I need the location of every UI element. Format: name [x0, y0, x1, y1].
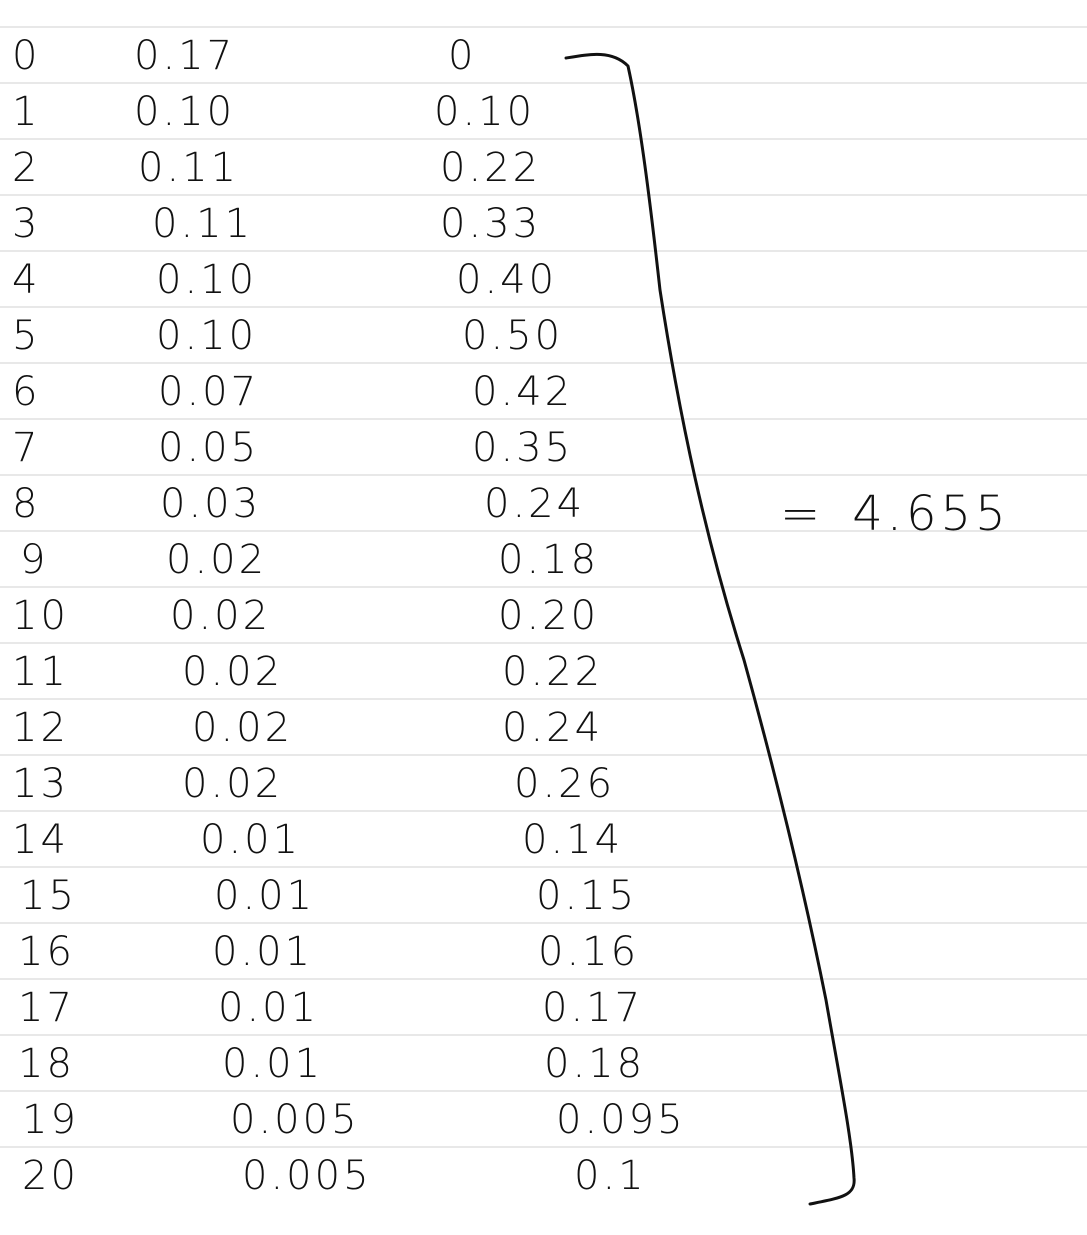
- k-value: 5: [12, 313, 41, 359]
- table-row: 16 0.01 0.16: [0, 924, 1087, 980]
- k-value: 18: [18, 1041, 75, 1087]
- k-value: 4: [12, 257, 41, 303]
- product-value: 0.16: [538, 929, 640, 975]
- product-value: 0.1: [574, 1153, 647, 1199]
- product-value: 0.22: [502, 649, 604, 695]
- sum-value: 4.655: [852, 486, 1010, 542]
- table-row: 20 0.005 0.1: [0, 1148, 1087, 1204]
- table-row: 18 0.01 0.18: [0, 1036, 1087, 1092]
- k-value: 15: [20, 873, 77, 919]
- probability-value: 0.10: [156, 313, 258, 359]
- product-value: 0.50: [462, 313, 564, 359]
- k-value: 1: [12, 89, 41, 135]
- probability-value: 0.03: [160, 481, 262, 527]
- probability-value: 0.05: [158, 425, 260, 471]
- k-value: 10: [12, 593, 69, 639]
- product-value: 0.42: [472, 369, 574, 415]
- probability-value: 0.01: [222, 1041, 324, 1087]
- product-value: 0.15: [536, 873, 638, 919]
- table-row: 15 0.01 0.15: [0, 868, 1087, 924]
- table-row: 11 0.02 0.22: [0, 644, 1087, 700]
- k-value: 16: [18, 929, 75, 975]
- k-value: 0: [12, 33, 41, 79]
- probability-value: 0.005: [230, 1097, 360, 1143]
- product-value: 0.40: [456, 257, 558, 303]
- table-row: 19 0.005 0.095: [0, 1092, 1087, 1148]
- table-row: 2 0.11 0.22: [0, 140, 1087, 196]
- k-value: 11: [12, 649, 69, 695]
- table-row: 0 0.17 0: [0, 28, 1087, 84]
- k-value: 20: [22, 1153, 79, 1199]
- table-row: 10 0.02 0.20: [0, 588, 1087, 644]
- product-value: 0.14: [522, 817, 624, 863]
- k-value: 13: [12, 761, 69, 807]
- product-value: 0.24: [502, 705, 604, 751]
- product-value: 0.35: [472, 425, 574, 471]
- k-value: 3: [12, 201, 41, 247]
- product-value: 0: [448, 33, 477, 79]
- probability-value: 0.17: [134, 33, 236, 79]
- product-value: 0.10: [434, 89, 536, 135]
- probability-value: 0.01: [200, 817, 302, 863]
- table-row: 13 0.02 0.26: [0, 756, 1087, 812]
- probability-value: 0.10: [134, 89, 236, 135]
- table-row: 6 0.07 0.42: [0, 364, 1087, 420]
- table-row: 8 0.03 0.24: [0, 476, 1087, 532]
- probability-value: 0.02: [182, 761, 284, 807]
- product-value: 0.18: [498, 537, 600, 583]
- k-value: 2: [12, 145, 41, 191]
- table-row: 14 0.01 0.14: [0, 812, 1087, 868]
- k-value: 9: [20, 537, 49, 583]
- k-value: 6: [12, 369, 41, 415]
- product-value: 0.22: [440, 145, 542, 191]
- table-row: 4 0.10 0.40: [0, 252, 1087, 308]
- product-value: 0.26: [514, 761, 616, 807]
- probability-value: 0.01: [218, 985, 320, 1031]
- probability-value: 0.02: [182, 649, 284, 695]
- k-value: 19: [22, 1097, 79, 1143]
- probability-value: 0.11: [152, 201, 254, 247]
- product-value: 0.095: [556, 1097, 686, 1143]
- product-value: 0.17: [542, 985, 644, 1031]
- probability-value: 0.01: [212, 929, 314, 975]
- probability-value: 0.02: [192, 705, 294, 751]
- probability-value: 0.02: [170, 593, 272, 639]
- probability-value: 0.07: [158, 369, 260, 415]
- probability-value: 0.10: [156, 257, 258, 303]
- table-row: 5 0.10 0.50: [0, 308, 1087, 364]
- table-row: 9 0.02 0.18: [0, 532, 1087, 588]
- k-value: 17: [18, 985, 75, 1031]
- table-row: 7 0.05 0.35: [0, 420, 1087, 476]
- table-row: 12 0.02 0.24: [0, 700, 1087, 756]
- table-row: 17 0.01 0.17: [0, 980, 1087, 1036]
- probability-value: 0.02: [166, 537, 268, 583]
- table-row: 3 0.11 0.33: [0, 196, 1087, 252]
- product-value: 0.24: [484, 481, 586, 527]
- equals-sign: =: [780, 486, 825, 542]
- k-value: 7: [12, 425, 41, 471]
- product-value: 0.18: [544, 1041, 646, 1087]
- k-value: 12: [12, 705, 69, 751]
- k-value: 8: [12, 481, 41, 527]
- probability-value: 0.11: [138, 145, 240, 191]
- sum-result: = 4.655: [780, 486, 1010, 542]
- k-value: 14: [12, 817, 69, 863]
- probability-value: 0.005: [242, 1153, 372, 1199]
- probability-value: 0.01: [214, 873, 316, 919]
- product-value: 0.33: [440, 201, 542, 247]
- table-row: 1 0.10 0.10: [0, 84, 1087, 140]
- product-value: 0.20: [498, 593, 600, 639]
